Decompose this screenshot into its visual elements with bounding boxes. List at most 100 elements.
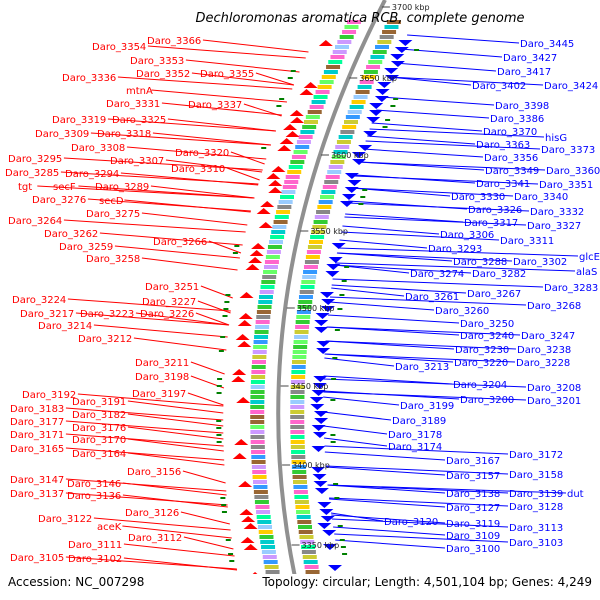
gc-band: [321, 75, 336, 79]
leader-line: [354, 175, 539, 185]
gc-band: [255, 505, 270, 509]
rna-feature: [225, 294, 231, 296]
leader-line: [197, 300, 231, 314]
gc-band: [290, 415, 305, 419]
rna-feature: [414, 49, 420, 51]
gene-label-right: Daro_3445: [520, 39, 574, 50]
forward-gene-arrow: [260, 201, 275, 207]
gene-label-right: Daro_3157: [446, 471, 500, 482]
reverse-gene-arrow: [394, 47, 409, 53]
gc-band: [359, 80, 374, 84]
reverse-gene-arrow: [314, 488, 329, 494]
gc-band: [251, 375, 266, 379]
accession-text: Accession: NC_007298: [8, 575, 144, 589]
leader-line: [325, 466, 446, 476]
reverse-gene-arrow: [316, 348, 331, 354]
rna-feature: [222, 315, 228, 317]
gc-band: [282, 185, 297, 189]
leader-line: [335, 262, 576, 272]
gc-band: [251, 465, 266, 469]
reverse-gene-arrow: [311, 467, 326, 473]
rna-feature: [220, 336, 226, 338]
rna-feature: [229, 560, 235, 562]
forward-gene-arrow: [271, 166, 286, 172]
gc-band: [297, 305, 312, 309]
reverse-gene-arrow: [313, 376, 328, 382]
rna-feature: [224, 301, 230, 303]
gc-band: [251, 460, 266, 464]
kbp-label: 3700 kbp: [392, 3, 430, 12]
gc-band: [256, 515, 271, 519]
reverse-gene-arrow: [390, 61, 405, 67]
gc-band: [251, 365, 266, 369]
gc-band: [353, 95, 368, 99]
gene-label-left: Daro_3294: [65, 169, 119, 180]
gc-band: [335, 145, 350, 149]
reverse-gene-arrow: [328, 565, 343, 571]
gc-band: [311, 230, 326, 234]
gene-label-left: Daro_3258: [86, 254, 140, 265]
gene-label-right: Daro_3330: [451, 192, 505, 203]
leader-line: [120, 172, 259, 186]
gene-label-left: Daro_3331: [106, 99, 160, 110]
gene-label-left: Daro_3318: [97, 129, 151, 140]
reverse-gene-arrow: [341, 194, 356, 200]
gc-band: [277, 205, 292, 209]
gene-label-left: Daro_3111: [68, 540, 122, 551]
leader-line: [331, 287, 405, 297]
gene-label-left: Daro_3354: [92, 42, 146, 53]
forward-gene-arrow: [232, 369, 247, 375]
gc-band: [261, 545, 276, 549]
gc-band: [386, 20, 401, 24]
gc-band: [324, 180, 339, 184]
gene-label-right: Daro_3230: [455, 345, 509, 356]
reverse-gene-arrow: [358, 145, 373, 151]
gc-band: [255, 320, 270, 324]
leader-line: [135, 312, 230, 326]
gene-label-right: Daro_3208: [527, 383, 581, 394]
leader-line: [123, 543, 235, 557]
gene-label-right: Daro_3127: [446, 503, 500, 514]
gc-band: [347, 110, 362, 114]
reverse-gene-arrow: [351, 152, 366, 158]
leader-line: [180, 511, 230, 525]
gene-label-left: Daro_3307: [110, 156, 164, 167]
rna-feature: [216, 420, 222, 422]
gc-band: [272, 225, 287, 229]
forward-gene-arrow: [256, 208, 271, 214]
leader-line: [323, 396, 400, 406]
rna-feature: [234, 245, 240, 247]
gc-band: [262, 555, 277, 559]
leader-line: [323, 437, 388, 447]
gene-label-left: Daro_3275: [86, 209, 140, 220]
gc-band: [313, 95, 328, 99]
gc-band: [297, 520, 312, 524]
gc-band: [293, 480, 307, 484]
gc-band: [290, 385, 305, 389]
gc-band: [342, 125, 357, 129]
gc-band: [317, 205, 332, 209]
gc-band: [253, 480, 267, 484]
gene-label-left: Daro_3217: [20, 309, 74, 320]
gc-band: [260, 540, 275, 544]
forward-gene-arrow: [266, 173, 281, 179]
gene-label-right: Daro_3283: [544, 283, 598, 294]
leader-line: [127, 426, 224, 440]
gc-band: [296, 315, 311, 319]
gc-band: [255, 325, 270, 329]
gc-band: [258, 300, 273, 304]
leader-line: [127, 452, 225, 466]
kbp-label: 3400 kbp: [292, 461, 330, 470]
gc-band: [250, 400, 265, 404]
leader-line: [191, 72, 294, 86]
reverse-gene-arrow: [374, 96, 389, 102]
gc-band: [305, 570, 320, 574]
gene-label-right: Daro_3360: [546, 166, 600, 177]
reverse-gene-arrow: [314, 320, 329, 326]
gc-band: [363, 70, 378, 74]
gc-band: [342, 30, 357, 34]
gc-band: [256, 510, 271, 514]
gc-band: [339, 35, 354, 39]
leader-line: [65, 447, 225, 461]
